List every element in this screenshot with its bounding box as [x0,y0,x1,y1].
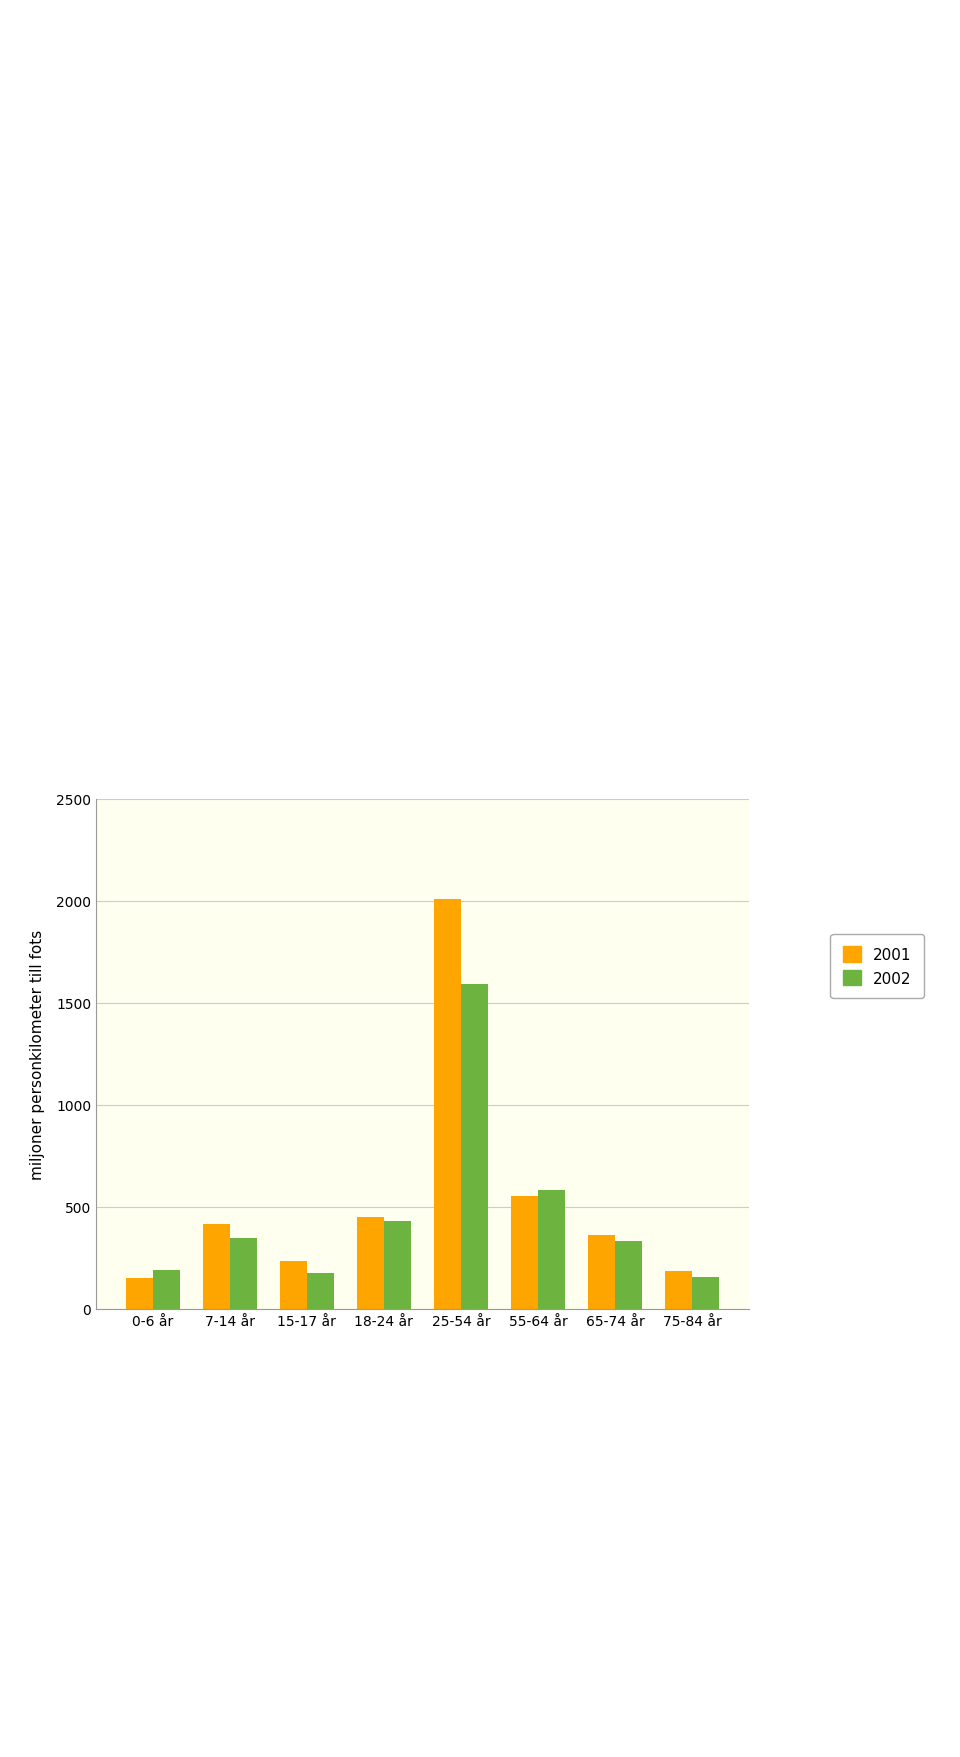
Bar [384,1221,411,1309]
Bar [665,1272,692,1309]
Bar [279,1262,307,1309]
Legend: 2001, 2002: 2001, 2002 [830,935,924,998]
Bar [307,1274,334,1309]
Y-axis label: miljoner personkilometer till fots: miljoner personkilometer till fots [30,929,45,1179]
Bar [126,1279,153,1309]
Bar [615,1242,642,1309]
Bar [229,1239,256,1309]
Bar [153,1270,180,1309]
Bar [357,1218,384,1309]
Bar [434,900,461,1309]
Bar [588,1235,615,1309]
Bar [461,986,488,1309]
Bar [511,1197,538,1309]
Bar [538,1191,565,1309]
Bar [203,1225,229,1309]
Bar [692,1277,719,1309]
